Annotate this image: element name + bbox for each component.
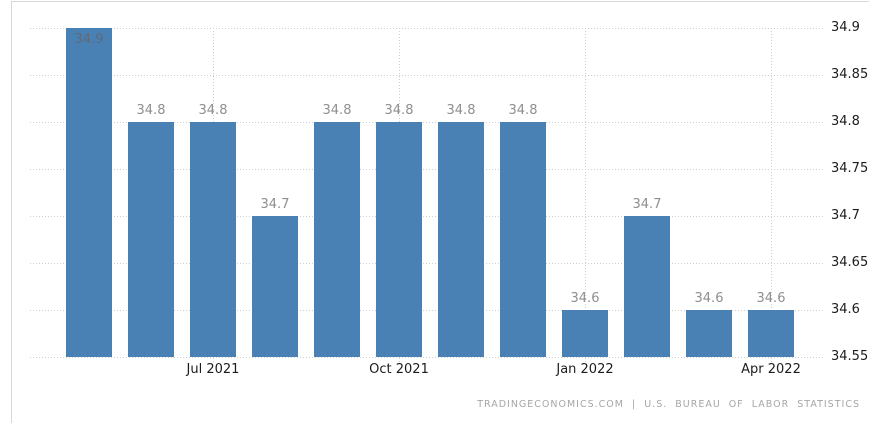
bar-value-label: 34.8 xyxy=(322,103,352,118)
x-axis-tick-label: Oct 2021 xyxy=(369,362,429,377)
bar[interactable] xyxy=(562,310,608,357)
bar-value-label: 34.7 xyxy=(260,197,290,212)
attribution-text: TRADINGECONOMICS.COM | U.S. BUREAU OF LA… xyxy=(477,399,860,410)
horizontal-gridline xyxy=(30,75,823,76)
bar[interactable] xyxy=(376,122,422,357)
bar-value-label: 34.8 xyxy=(508,103,538,118)
bar[interactable] xyxy=(438,122,484,357)
y-axis-tick-label: 34.55 xyxy=(831,349,869,364)
bar[interactable] xyxy=(314,122,360,357)
horizontal-gridline xyxy=(30,216,823,217)
y-axis-tick-label: 34.7 xyxy=(831,208,860,223)
horizontal-gridline xyxy=(30,169,823,170)
bar-value-label: 34.6 xyxy=(756,291,786,306)
bar[interactable] xyxy=(500,122,546,357)
horizontal-gridline xyxy=(30,357,823,358)
vertical-gridline xyxy=(585,28,586,364)
vertical-gridline xyxy=(771,28,772,364)
bar-value-label: 34.8 xyxy=(446,103,476,118)
y-axis-tick-label: 34.65 xyxy=(831,255,869,270)
widget-border-left xyxy=(11,1,12,423)
x-axis-tick-label: Jul 2021 xyxy=(186,362,240,377)
y-axis-tick-label: 34.8 xyxy=(831,114,860,129)
bar-value-label: 34.8 xyxy=(198,103,228,118)
x-axis-tick-label: Jan 2022 xyxy=(556,362,614,377)
bar-value-label: 34.6 xyxy=(570,291,600,306)
horizontal-gridline xyxy=(30,310,823,311)
bar[interactable] xyxy=(66,28,112,357)
bar[interactable] xyxy=(624,216,670,357)
bar[interactable] xyxy=(190,122,236,357)
bar[interactable] xyxy=(128,122,174,357)
bar-value-label: 34.8 xyxy=(384,103,414,118)
bar[interactable] xyxy=(748,310,794,357)
bar-value-label: 34.8 xyxy=(136,103,166,118)
bar-value-label: 34.9 xyxy=(74,32,104,47)
horizontal-gridline xyxy=(30,28,823,29)
bar[interactable] xyxy=(686,310,732,357)
horizontal-gridline xyxy=(30,122,823,123)
plot-area: 34.9 34.8 34.8 34.7 34.8 34.8 34.8 34.8 34.6 34.7… xyxy=(30,28,823,364)
y-axis-tick-label: 34.9 xyxy=(831,20,860,35)
horizontal-gridline xyxy=(30,263,823,264)
y-axis-tick-label: 34.75 xyxy=(831,161,869,176)
y-axis-tick-label: 34.85 xyxy=(831,67,869,82)
x-axis-tick-label: Apr 2022 xyxy=(741,362,801,377)
bar[interactable] xyxy=(252,216,298,357)
bar-value-label: 34.6 xyxy=(694,291,724,306)
bar-value-label: 34.7 xyxy=(632,197,662,212)
y-axis-tick-label: 34.6 xyxy=(831,302,860,317)
widget-border-top xyxy=(11,1,869,2)
